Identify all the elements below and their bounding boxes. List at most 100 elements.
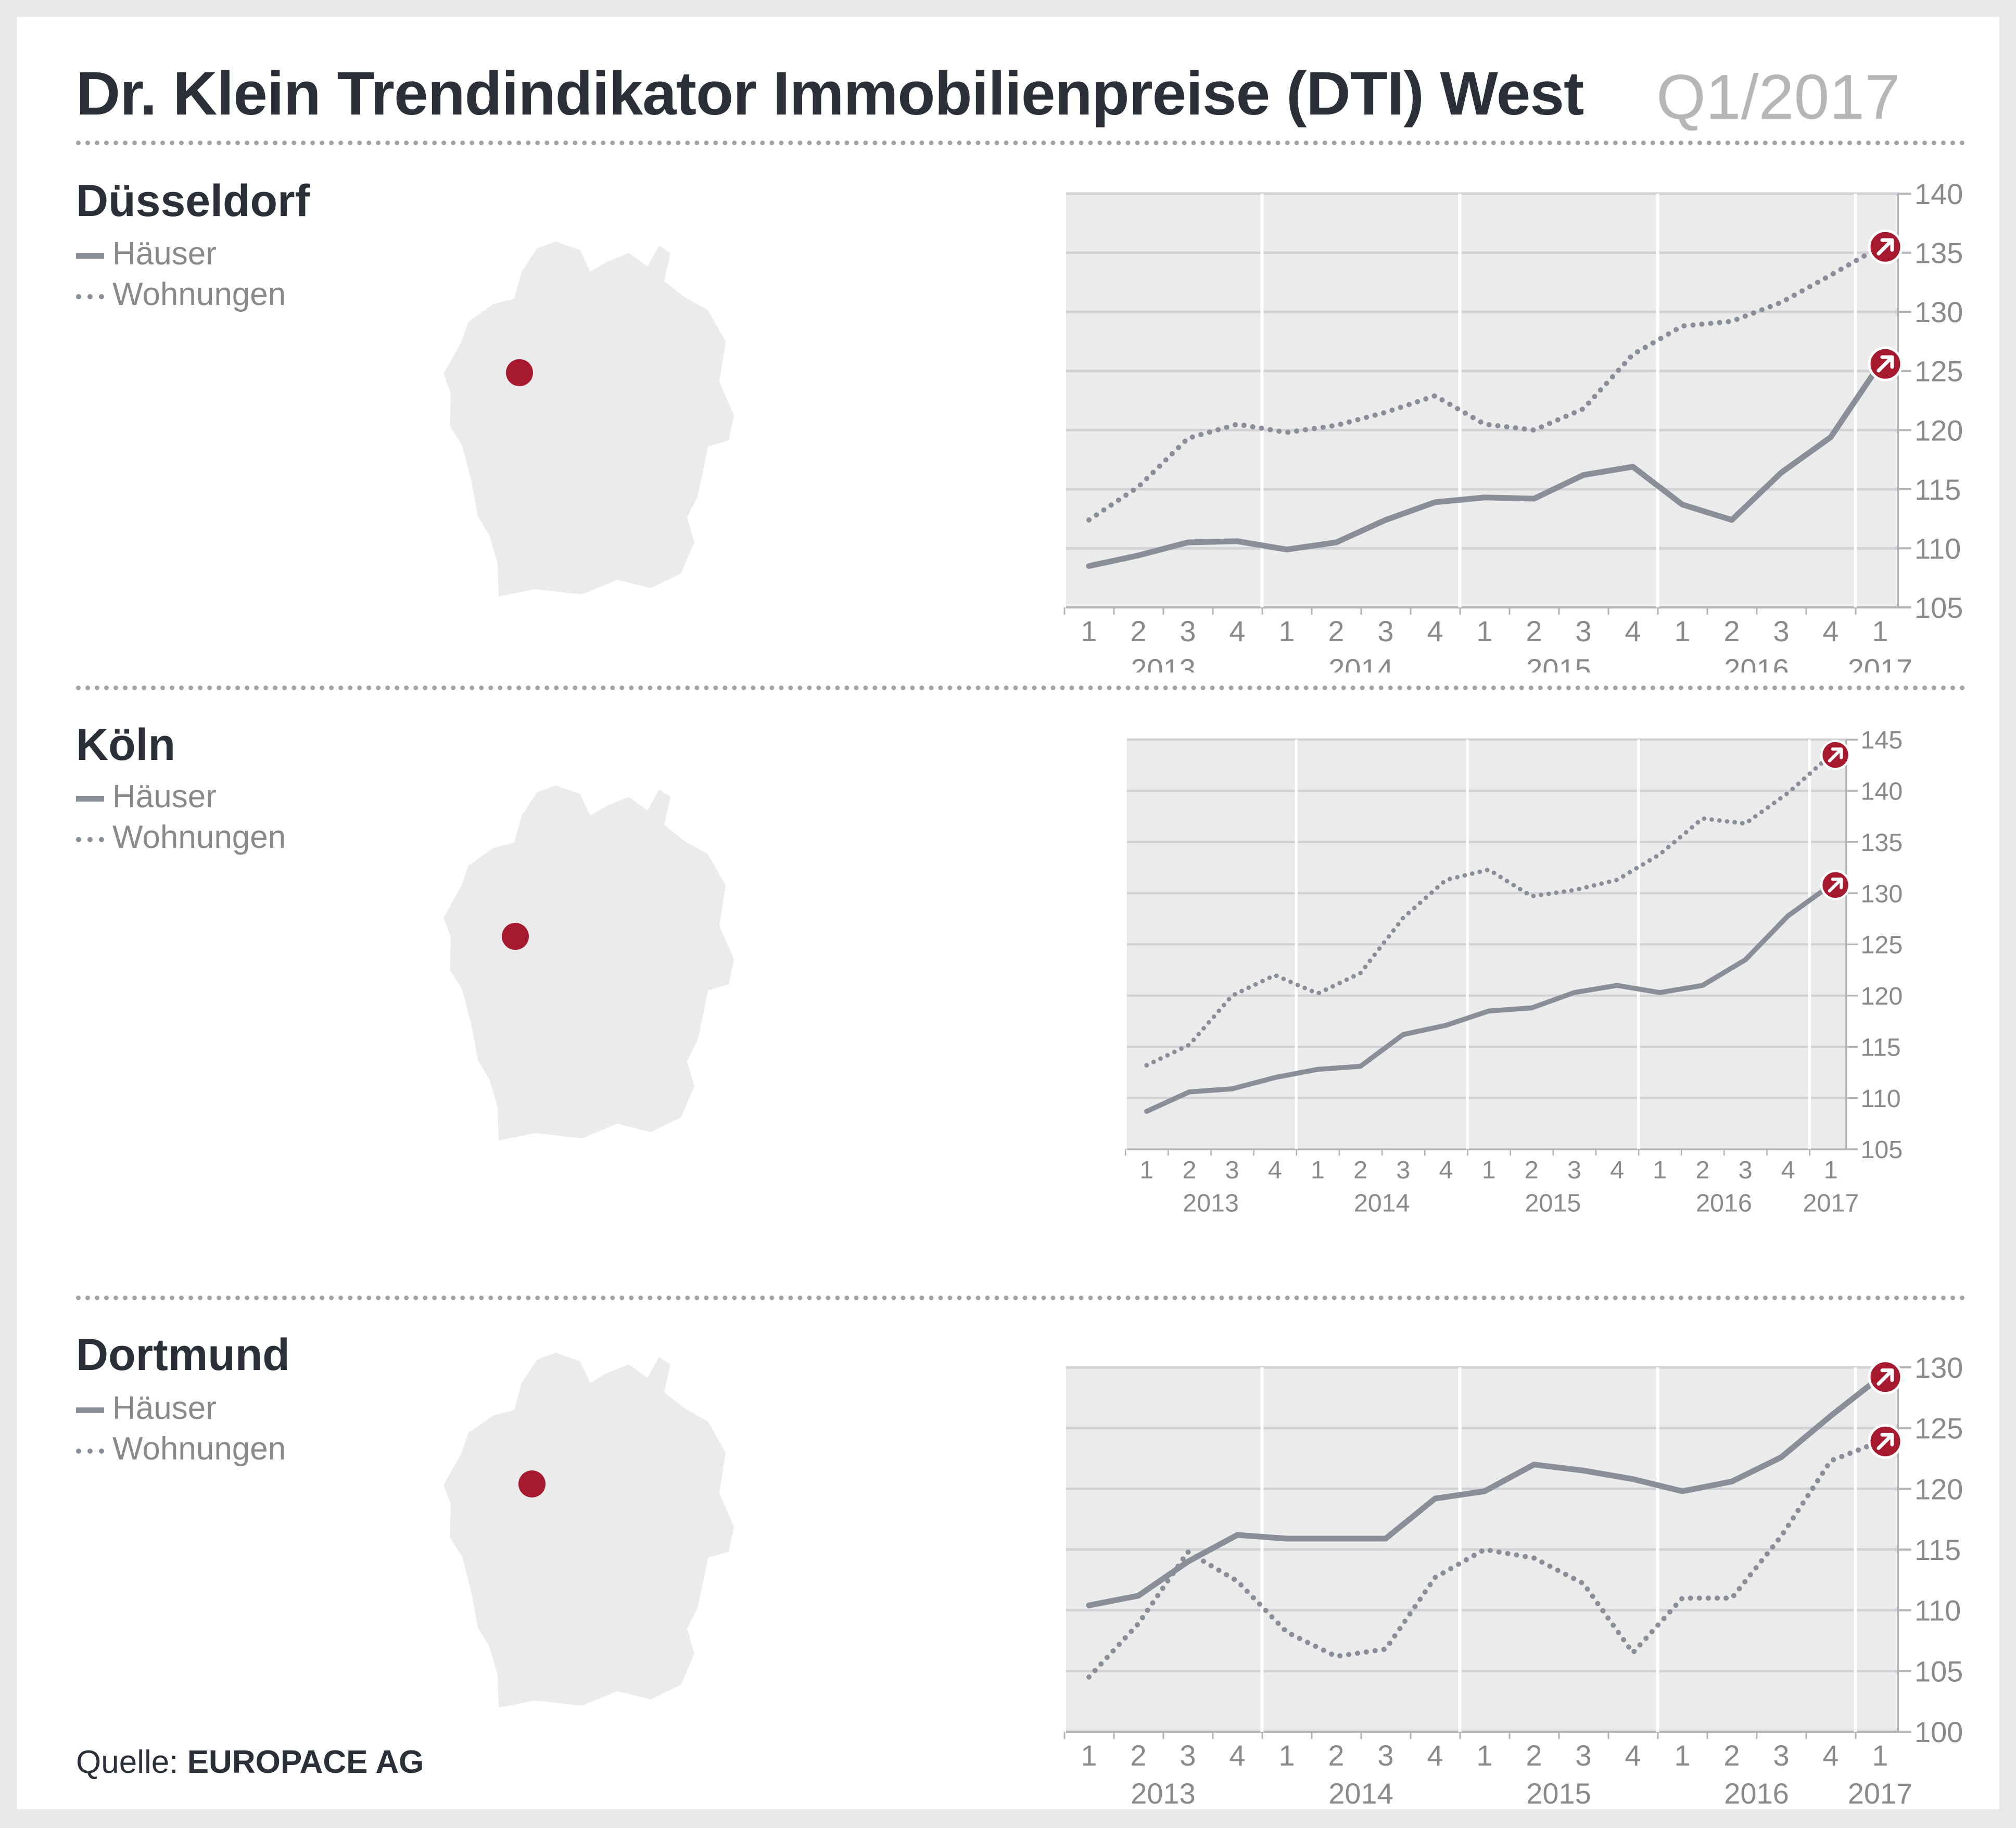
city-location-dot (518, 1470, 546, 1497)
x-tick-label: 2 (1183, 1156, 1197, 1184)
data-point-haeuser (1385, 1538, 1387, 1540)
x-tick-label: 3 (1377, 615, 1393, 648)
x-year-label: 2017 (1848, 1777, 1913, 1810)
data-point-haeuser (1088, 565, 1090, 567)
data-point-haeuser (1780, 1456, 1782, 1458)
x-tick-label: 2 (1723, 615, 1740, 648)
y-tick-label: 100 (1914, 1716, 1963, 1748)
x-year-label: 2016 (1724, 653, 1789, 672)
y-tick-label: 130 (1914, 1351, 1963, 1384)
data-point-wohnungen (1236, 1580, 1238, 1582)
series-line-haeuser (1086, 1374, 1883, 1608)
data-point-wohnungen (1236, 423, 1238, 425)
data-point-wohnungen (1731, 1597, 1733, 1599)
data-point-haeuser (1088, 1604, 1090, 1606)
marker-arrow (1828, 878, 1843, 893)
y-tick-label: 110 (1860, 1085, 1900, 1113)
data-point-wohnungen (1274, 974, 1276, 976)
data-point-wohnungen (1146, 1064, 1147, 1066)
y-tick-label: 105 (1914, 591, 1963, 624)
x-tick-label: 4 (1822, 1739, 1839, 1772)
y-tick-label: 140 (1860, 778, 1903, 806)
data-point-haeuser (1231, 1088, 1233, 1089)
divider-1 (76, 686, 1966, 690)
x-tick-label: 1 (1872, 615, 1888, 648)
data-point-wohnungen (1385, 1648, 1387, 1650)
data-point-haeuser (1360, 1065, 1361, 1067)
data-point-haeuser (1681, 1490, 1683, 1492)
legend-houses-koeln: Häuser (76, 778, 217, 815)
x-tick-label: 1 (1824, 1156, 1838, 1184)
y-tick-label: 105 (1914, 1655, 1963, 1687)
legend-houses-label: Häuser (112, 236, 217, 272)
data-point-wohnungen (1484, 423, 1486, 425)
data-point-wohnungen (1484, 1548, 1486, 1551)
x-tick-label: 1 (1674, 1739, 1690, 1772)
x-tick-label: 1 (1278, 615, 1295, 648)
data-point-haeuser (1385, 519, 1387, 521)
divider-2 (76, 1296, 1966, 1300)
data-point-haeuser (1533, 498, 1535, 500)
data-point-haeuser (1702, 984, 1703, 986)
legend-solid-swatch (76, 1407, 104, 1414)
x-tick-label: 3 (1575, 1739, 1591, 1772)
data-point-haeuser (1488, 1010, 1489, 1012)
y-tick-label: 125 (1914, 1412, 1963, 1445)
data-point-haeuser (1531, 1007, 1532, 1009)
infographic-card: Dr. Klein Trendindikator Immobilienpreis… (17, 17, 1999, 1810)
data-point-haeuser (1582, 1469, 1584, 1471)
x-tick-label: 3 (1180, 615, 1196, 648)
legend-solid-swatch (76, 253, 104, 259)
x-tick-label: 2 (1526, 615, 1542, 648)
data-point-wohnungen (1533, 429, 1535, 431)
data-point-wohnungen (1582, 1582, 1584, 1584)
data-point-wohnungen (1531, 895, 1532, 897)
data-point-wohnungen (1434, 1577, 1436, 1579)
data-point-haeuser (1830, 436, 1832, 438)
marker-arrow (1828, 747, 1843, 763)
data-point-wohnungen (1188, 1044, 1190, 1046)
legend-houses-label: Häuser (112, 1390, 217, 1426)
data-point-wohnungen (1830, 274, 1832, 276)
x-tick-label: 1 (1311, 1156, 1325, 1184)
data-point-haeuser (1659, 992, 1660, 993)
data-point-wohnungen (1231, 995, 1233, 996)
legend-apartments-koeln: Wohnungen (76, 819, 286, 855)
y-tick-label: 130 (1860, 880, 1903, 908)
y-tick-label: 125 (1860, 931, 1903, 959)
data-point-haeuser (1533, 1464, 1535, 1466)
arrow-up-right-icon (1868, 346, 1903, 382)
x-year-label: 2017 (1848, 653, 1913, 672)
legend-houses-duesseldorf: Häuser (76, 235, 217, 272)
x-tick-label: 4 (1229, 615, 1245, 648)
data-point-haeuser (1681, 503, 1683, 505)
data-point-haeuser (1286, 1538, 1288, 1540)
x-tick-label: 1 (1872, 1739, 1888, 1772)
legend-houses-dortmund: Häuser (76, 1390, 217, 1426)
y-tick-label: 115 (1914, 1533, 1961, 1566)
data-point-wohnungen (1787, 792, 1789, 794)
x-tick-label: 1 (1081, 1739, 1097, 1772)
germany-map-icon (443, 242, 734, 596)
y-tick-label: 120 (1914, 414, 1963, 447)
x-tick-label: 3 (1739, 1156, 1753, 1184)
x-tick-label: 4 (1427, 1739, 1443, 1772)
marker-arrow (1876, 238, 1894, 256)
city-title-koeln: Köln (76, 720, 176, 770)
data-point-wohnungen (1445, 879, 1447, 881)
city-title-duesseldorf: Düsseldorf (76, 176, 310, 226)
y-tick-label: 125 (1914, 355, 1963, 388)
legend-dotted-swatch (76, 1448, 104, 1454)
x-tick-label: 3 (1396, 1156, 1410, 1184)
legend-apartments-label: Wohnungen (112, 1431, 286, 1467)
data-point-haeuser (1830, 1415, 1832, 1417)
x-tick-label: 3 (1567, 1156, 1581, 1184)
y-tick-label: 120 (1914, 1472, 1963, 1505)
x-tick-label: 1 (1476, 615, 1492, 648)
data-point-haeuser (1632, 1478, 1634, 1480)
x-tick-label: 4 (1822, 615, 1839, 648)
y-tick-label: 110 (1914, 532, 1961, 565)
data-point-wohnungen (1434, 395, 1436, 397)
data-point-haeuser (1402, 1034, 1404, 1035)
